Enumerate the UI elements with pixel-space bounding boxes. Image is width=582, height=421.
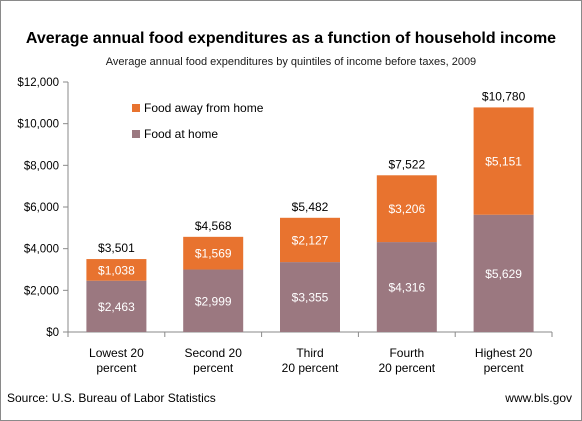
- bar-segment-food-away: [376, 175, 437, 243]
- segment-value-label: $3,206: [388, 202, 425, 216]
- bar-segment-food-away: [280, 217, 340, 263]
- bar-segment-food-at-home: [280, 262, 340, 332]
- segment-value-label: $2,463: [98, 300, 135, 314]
- segment-value-label: $5,629: [485, 267, 522, 281]
- segment-value-label: $2,999: [195, 294, 232, 308]
- legend-swatch: [132, 104, 140, 112]
- category-label: 20 percent: [282, 361, 339, 375]
- y-tick-label: $6,000: [24, 202, 59, 214]
- segment-value-label: $5,151: [485, 155, 522, 169]
- total-value-label: $4,568: [195, 219, 232, 233]
- y-tick-label: $4,000: [24, 244, 59, 256]
- category-label: 20 percent: [378, 361, 435, 375]
- legend-label: Food away from home: [144, 101, 264, 115]
- category-label: percent: [484, 361, 525, 375]
- total-value-label: $10,780: [482, 89, 526, 103]
- y-tick-label: $12,000: [17, 77, 59, 89]
- source-note: Source: U.S. Bureau of Labor Statistics: [7, 391, 216, 405]
- chart-subtitle: Average annual food expenditures by quin…: [105, 56, 477, 68]
- website-link[interactable]: www.bls.gov: [505, 391, 572, 405]
- segment-value-label: $1,569: [195, 247, 232, 261]
- category-label: Fourth: [389, 346, 424, 360]
- bar-segment-food-at-home: [86, 280, 147, 332]
- legend-label: Food at home: [144, 127, 218, 141]
- chart-title: Average annual food expenditures as a fu…: [25, 30, 557, 47]
- segment-value-label: $3,355: [292, 291, 329, 305]
- bar-segment-food-at-home: [183, 269, 244, 332]
- total-value-label: $5,482: [292, 200, 329, 214]
- category-label: Second 20: [185, 346, 243, 360]
- category-label: Highest 20: [475, 346, 533, 360]
- y-tick-label: $10,000: [17, 119, 59, 131]
- total-value-label: $7,522: [388, 157, 425, 171]
- total-value-label: $3,501: [98, 241, 135, 255]
- category-label: Third: [296, 346, 323, 360]
- bar-segment-food-away: [473, 107, 534, 215]
- segment-value-label: $2,127: [292, 233, 329, 247]
- segment-value-label: $4,316: [388, 281, 425, 295]
- bar-segment-food-at-home: [376, 242, 437, 332]
- y-tick-label: $0: [46, 327, 59, 339]
- bar-segment-food-away: [86, 259, 147, 281]
- category-label: Lowest 20: [89, 346, 144, 360]
- category-label: percent: [96, 361, 137, 375]
- bar-segment-food-away: [183, 236, 244, 270]
- segment-value-label: $1,038: [98, 263, 135, 277]
- y-tick-label: $8,000: [24, 160, 59, 172]
- y-tick-label: $2,000: [24, 285, 59, 297]
- category-label: percent: [193, 361, 234, 375]
- legend-swatch: [132, 130, 140, 138]
- bar-segment-food-at-home: [473, 214, 534, 332]
